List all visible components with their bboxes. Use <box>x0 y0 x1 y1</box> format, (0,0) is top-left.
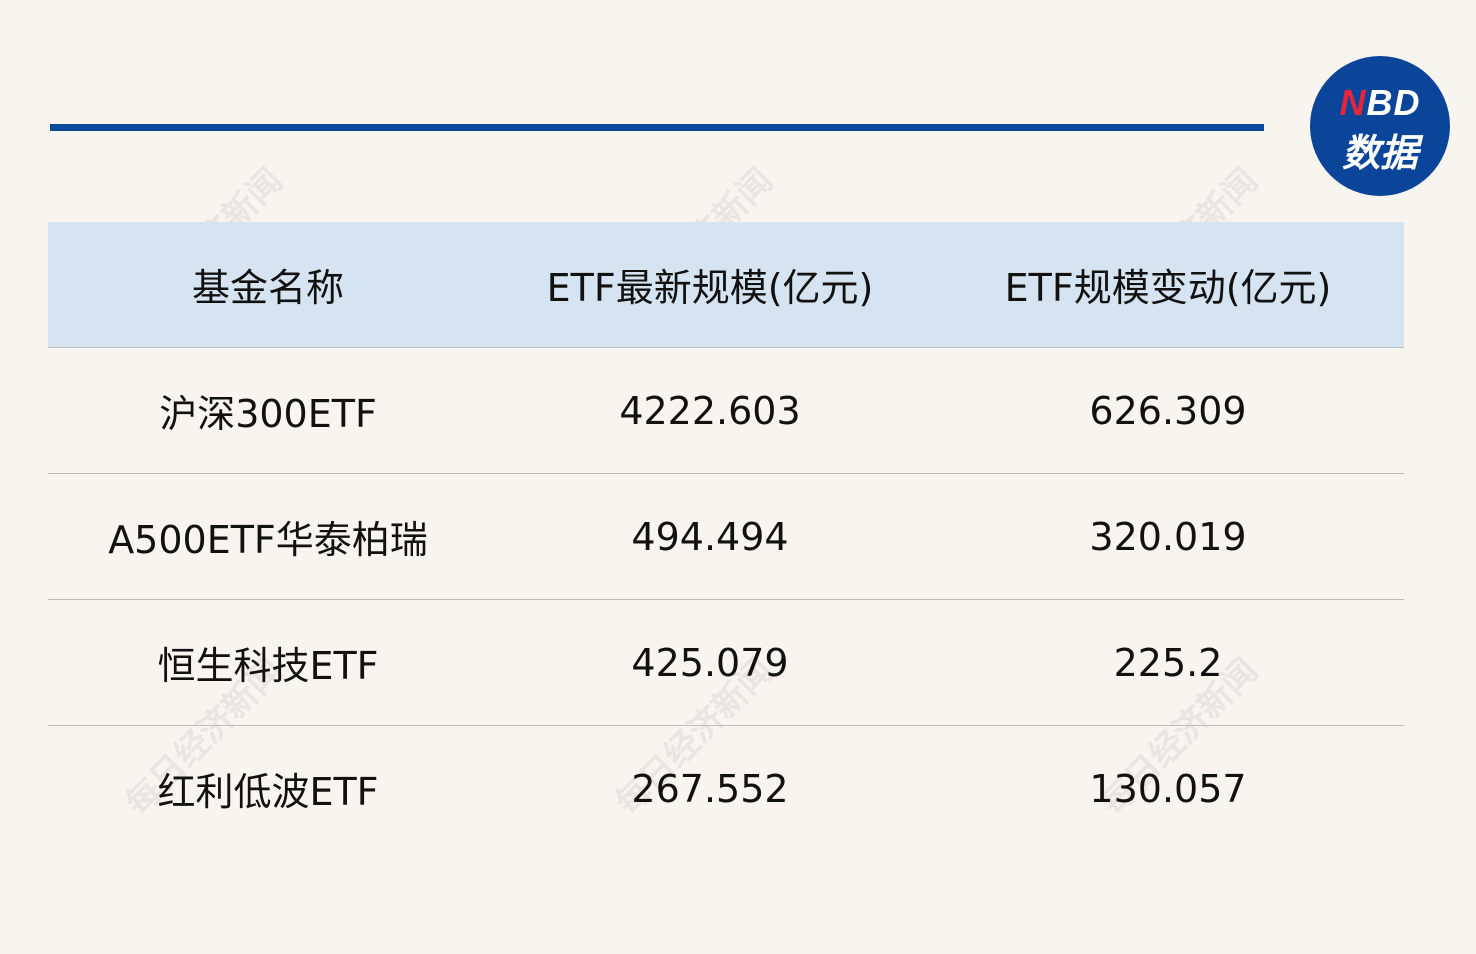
table-row: 沪深300ETF 4222.603 626.309 <box>48 347 1404 474</box>
header-size-change: ETF规模变动(亿元) <box>932 222 1404 348</box>
latest-size: 425.079 <box>488 599 932 726</box>
latest-size: 494.494 <box>488 473 932 600</box>
latest-size: 267.552 <box>631 766 789 811</box>
title-rule <box>50 124 1264 131</box>
fund-name: 红利低波ETF <box>157 770 379 814</box>
size-change: 225.2 <box>932 599 1404 726</box>
fund-name: A500ETF华泰柏瑞 <box>48 473 488 600</box>
table-row: 红利低波ETF 267.552 130.057 <box>48 726 1404 852</box>
size-change: 626.309 <box>932 347 1404 474</box>
header-latest-size: ETF最新规模(亿元) <box>488 222 932 348</box>
nbd-data-logo: NBD 数据 <box>1310 56 1450 196</box>
table-row: A500ETF华泰柏瑞 494.494 320.019 <box>48 473 1404 600</box>
size-change: 130.057 <box>1089 766 1247 811</box>
etf-table: 基金名称 ETF最新规模(亿元) ETF规模变动(亿元) 沪深300ETF 42… <box>48 222 1404 851</box>
fund-name: 沪深300ETF <box>48 347 488 474</box>
table-header-row: 基金名称 ETF最新规模(亿元) ETF规模变动(亿元) <box>48 222 1404 348</box>
latest-size: 4222.603 <box>488 347 932 474</box>
header-fund-name: 基金名称 <box>48 222 488 348</box>
fund-name: 恒生科技ETF <box>48 599 488 726</box>
size-change: 320.019 <box>932 473 1404 600</box>
table-row: 恒生科技ETF 425.079 225.2 <box>48 599 1404 726</box>
